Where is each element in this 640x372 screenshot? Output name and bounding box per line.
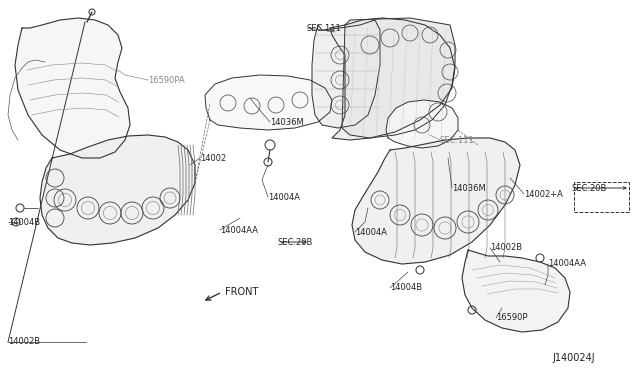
Text: 16590PA: 16590PA (148, 76, 185, 84)
Text: 16590P: 16590P (496, 314, 527, 323)
Text: 14004AA: 14004AA (220, 225, 258, 234)
Bar (574, 182, 629, 212)
Text: 14002: 14002 (200, 154, 227, 163)
Text: 14002B: 14002B (490, 244, 522, 253)
Text: 14036M: 14036M (452, 183, 486, 192)
Text: 14004A: 14004A (355, 228, 387, 237)
Polygon shape (40, 135, 195, 245)
Text: SEC.111: SEC.111 (440, 135, 475, 144)
Polygon shape (15, 18, 130, 158)
Polygon shape (462, 250, 570, 332)
Text: 14004A: 14004A (268, 192, 300, 202)
Text: 14004AA: 14004AA (548, 260, 586, 269)
Polygon shape (352, 138, 520, 264)
Polygon shape (386, 100, 458, 148)
Text: 14002+A: 14002+A (524, 189, 563, 199)
Polygon shape (205, 75, 332, 130)
Text: SEC.20B: SEC.20B (572, 183, 607, 192)
Text: 14004B: 14004B (390, 283, 422, 292)
Text: SEC.111: SEC.111 (307, 23, 342, 32)
Text: 14002B: 14002B (8, 337, 40, 346)
Text: J140024J: J140024J (552, 353, 595, 363)
Text: 14004B: 14004B (8, 218, 40, 227)
Polygon shape (330, 18, 455, 140)
Polygon shape (342, 18, 455, 138)
Text: FRONT: FRONT (225, 287, 259, 297)
Text: SEC.20B: SEC.20B (278, 237, 314, 247)
Polygon shape (312, 20, 380, 128)
Text: 14036M: 14036M (270, 118, 304, 126)
